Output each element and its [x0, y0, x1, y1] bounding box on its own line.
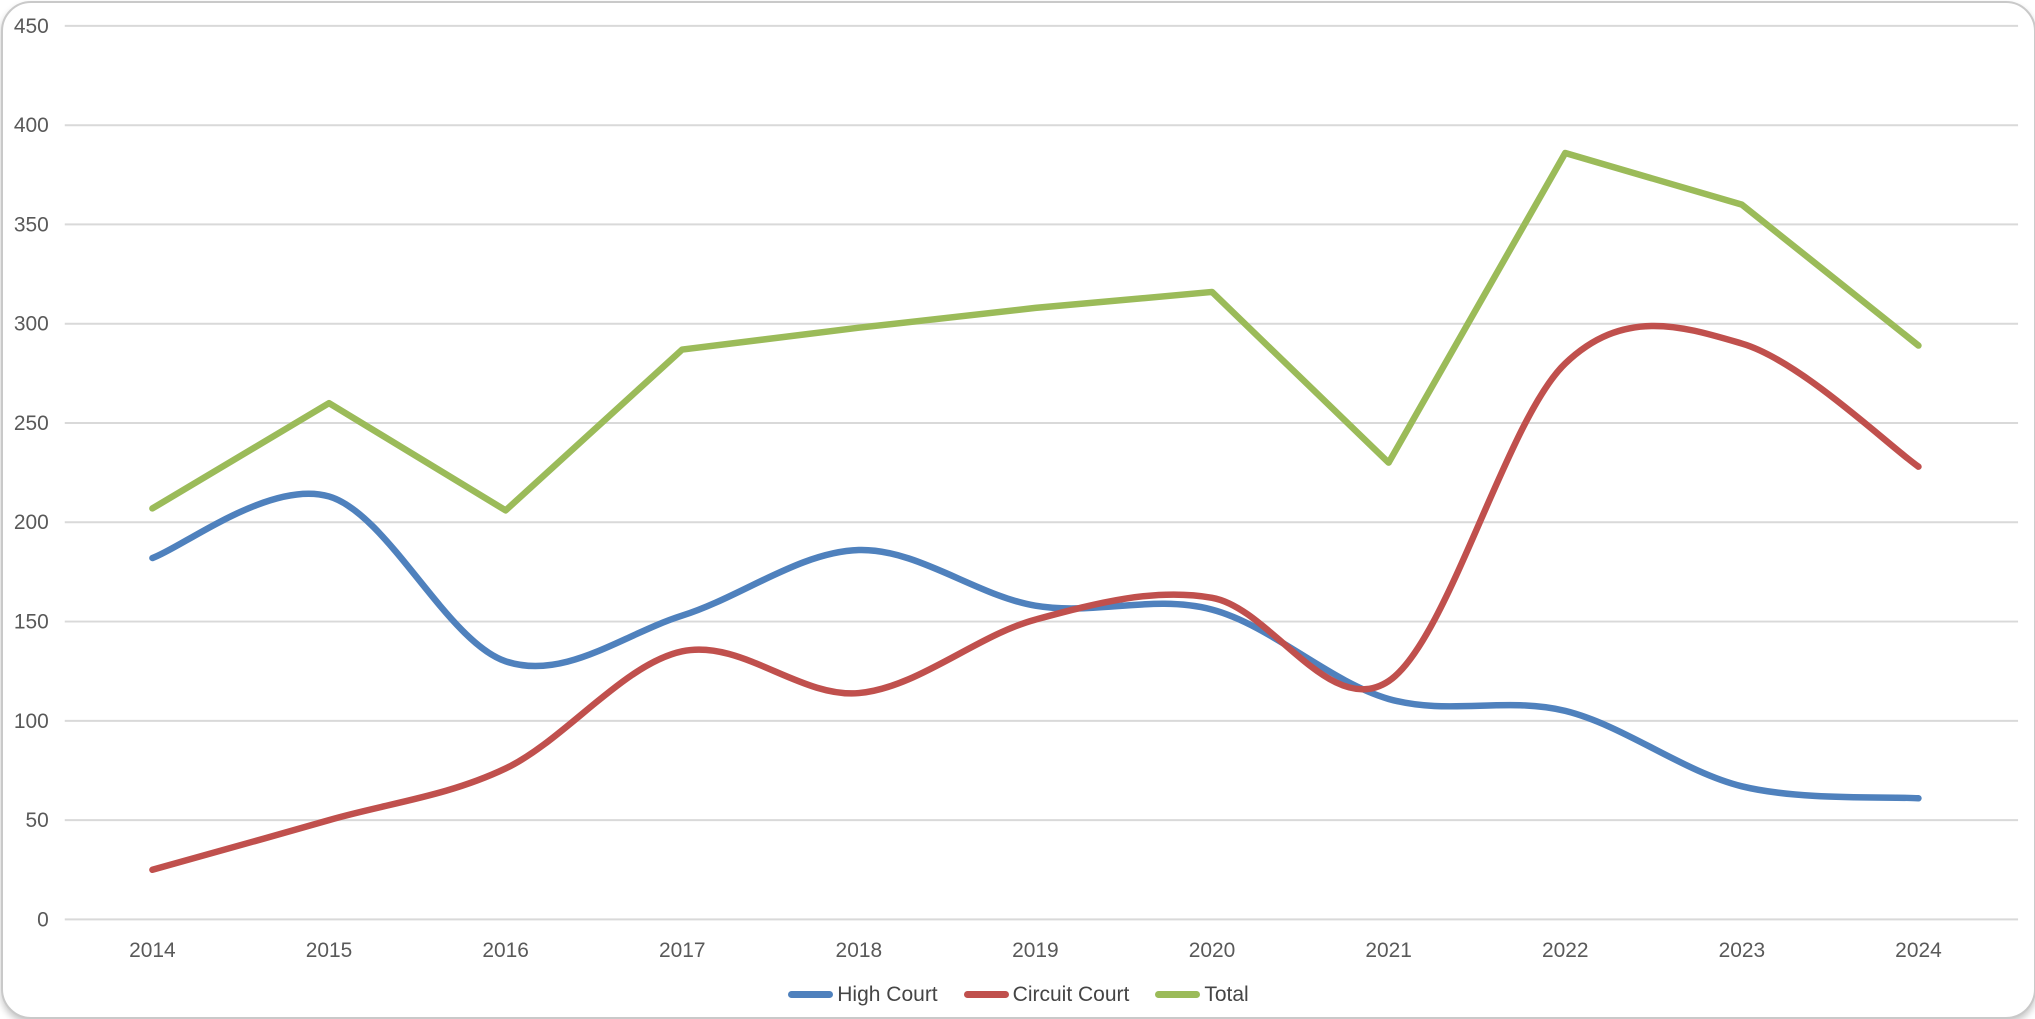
y-axis-tick-label: 350 — [14, 213, 49, 236]
x-axis-tick-label: 2024 — [1895, 939, 1942, 962]
legend-swatch-icon — [1155, 991, 1201, 998]
legend-swatch-icon — [788, 991, 834, 998]
y-axis-tick-label: 400 — [14, 114, 49, 137]
x-axis-tick-label: 2021 — [1365, 939, 1412, 962]
legend-item-circuit-court: Circuit Court — [963, 983, 1130, 1006]
line-chart: 0 50 100 150 200 250 300 350 400 450 2014 2015 2016 2… — [14, 15, 2019, 962]
y-axis-tick-label: 200 — [14, 511, 49, 534]
x-axis-tick-label: 2019 — [1012, 939, 1059, 962]
legend-label: Circuit Court — [1012, 983, 1130, 1006]
legend-swatch-icon — [963, 991, 1009, 998]
y-axis-tick-label: 450 — [14, 15, 49, 38]
x-axis-tick-label: 2023 — [1719, 939, 1766, 962]
x-axis-tick-label: 2016 — [482, 939, 529, 962]
y-axis-tick-label: 150 — [14, 611, 49, 634]
x-axis-tick-label: 2018 — [836, 939, 883, 962]
x-axis-tick-label: 2015 — [306, 939, 353, 962]
chart-legend: High Court Circuit Court Total — [3, 984, 2034, 1005]
legend-item-total: Total — [1155, 983, 1249, 1006]
legend-label: Total — [1204, 983, 1249, 1006]
y-axis-tick-label: 100 — [14, 710, 49, 733]
series-line-circuit-court — [149, 322, 1922, 874]
y-axis-tick-label: 300 — [14, 313, 49, 336]
x-axis-tick-label: 2020 — [1189, 939, 1236, 962]
series-line-total — [149, 149, 1922, 514]
y-axis-tick-label: 250 — [14, 412, 49, 435]
legend-item-high-court: High Court — [788, 983, 938, 1006]
y-axis-tick-label: 50 — [26, 809, 49, 832]
series-line-high-court — [149, 490, 1922, 802]
x-axis-tick-label: 2014 — [129, 939, 176, 962]
legend-label: High Court — [837, 983, 938, 1006]
x-axis-tick-label: 2022 — [1542, 939, 1589, 962]
y-axis-tick-label: 0 — [37, 908, 49, 931]
x-axis-tick-label: 2017 — [659, 939, 706, 962]
